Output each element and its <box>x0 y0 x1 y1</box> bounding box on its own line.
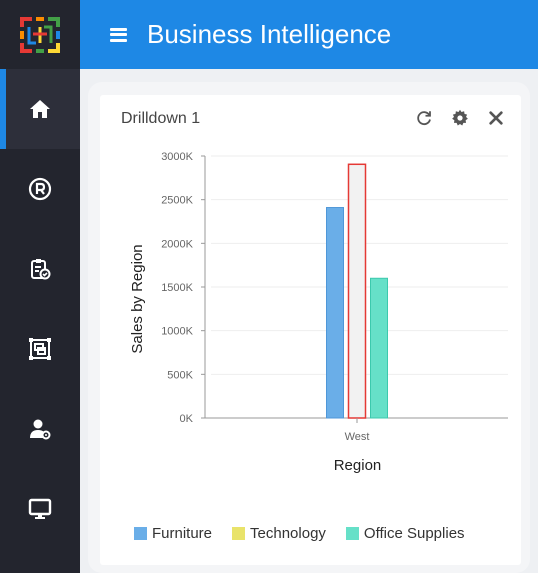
legend-item-furniture[interactable]: Furniture <box>134 525 212 542</box>
legend-item-office-supplies[interactable]: Office Supplies <box>345 525 465 542</box>
registered-icon <box>28 177 52 201</box>
sidebar-item-user-settings[interactable] <box>0 389 80 469</box>
top-header: Business Intelligence <box>80 0 538 69</box>
legend-swatch <box>134 527 147 540</box>
chart-widget: Drilldown 1 0K 500K 1000K 1500K 2000K 2500K 30… <box>100 95 521 565</box>
bar-furniture <box>326 207 344 419</box>
sidebar-item-tasks[interactable] <box>0 229 80 309</box>
y-tick-label: 2500K <box>161 195 193 207</box>
home-icon <box>30 100 50 118</box>
legend-label: Furniture <box>152 525 213 542</box>
monitor-icon <box>28 498 52 519</box>
user-gear-icon <box>30 419 51 440</box>
y-tick-label: 2000K <box>161 238 193 250</box>
legend-item-technology[interactable]: Technology <box>232 525 326 542</box>
legend-swatch <box>345 527 359 540</box>
settings-button[interactable] <box>449 107 471 129</box>
widget-title: Drilldown 1 <box>121 110 201 127</box>
y-tick-label: 1000K <box>161 326 193 338</box>
y-tick-label: 1500K <box>161 282 193 294</box>
bar-office-supplies <box>370 277 388 419</box>
bar-technology <box>347 163 367 419</box>
logo-icon <box>20 16 60 53</box>
bar-chart: 0K 500K 1000K 1500K 2000K 2500K 3000K West Regio… <box>129 151 508 474</box>
legend-swatch <box>232 527 246 540</box>
refresh-button[interactable] <box>413 107 435 129</box>
y-tick-label: 3000K <box>161 151 193 163</box>
menu-toggle-button[interactable] <box>110 27 127 42</box>
y-axis-title: Sales by Region <box>129 244 146 353</box>
y-tick-label: 0K <box>180 413 194 425</box>
app-logo <box>0 0 80 69</box>
x-tick-label: West <box>345 431 370 443</box>
widget-toolbar <box>413 107 507 129</box>
close-button[interactable] <box>485 107 507 129</box>
x-axis-title: Region <box>334 457 382 474</box>
chart-legend: Furniture Technology Office Supplies <box>134 525 465 542</box>
legend-label: Technology <box>250 525 326 542</box>
app-title: Business Intelligence <box>147 19 392 49</box>
menu-icon-bar <box>110 33 127 36</box>
sidebar-item-home[interactable] <box>0 69 80 149</box>
sidebar-item-registered[interactable] <box>0 149 80 229</box>
legend-label: Office Supplies <box>363 525 465 542</box>
close-icon <box>489 111 503 125</box>
sidebar-item-display[interactable] <box>0 469 80 549</box>
sidebar-item-designer[interactable] <box>0 309 80 389</box>
y-tick-label: 500K <box>167 369 193 381</box>
gear-icon <box>452 109 468 126</box>
menu-icon-bar <box>110 38 127 42</box>
refresh-icon <box>417 111 431 126</box>
layout-frame-icon <box>29 338 51 360</box>
clipboard-check-icon <box>31 259 51 280</box>
sidebar <box>0 0 80 573</box>
menu-icon-bar <box>110 27 127 31</box>
